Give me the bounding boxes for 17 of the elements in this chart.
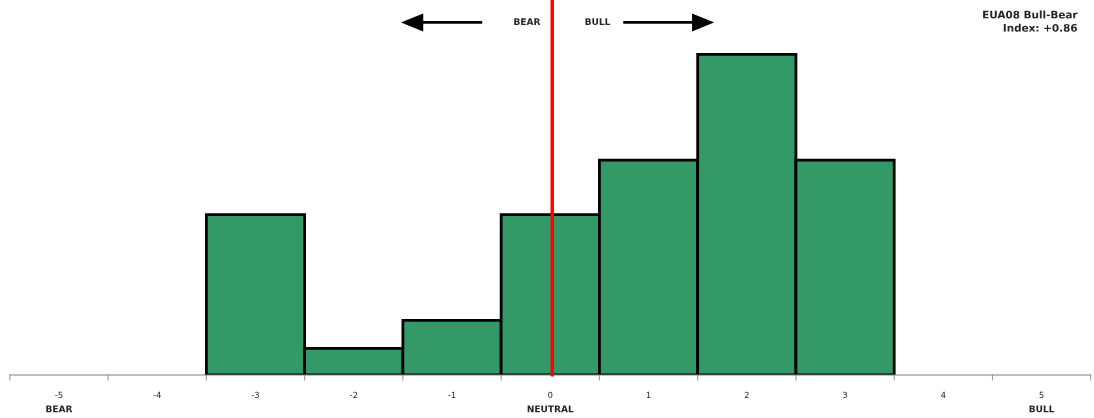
x-tick-label: -3 <box>251 391 259 399</box>
x-tick-label: 4 <box>941 391 946 398</box>
text: BEAR <box>514 18 541 25</box>
text: BULL <box>585 18 611 26</box>
x-tick-label: 1 <box>646 391 651 398</box>
x-tick-label: -4 <box>153 391 161 398</box>
x-tick-label: -1 <box>448 391 456 398</box>
x-tick-label: 3 <box>843 391 848 399</box>
text: BEAR <box>46 405 73 413</box>
text: BULL <box>1029 405 1055 413</box>
x-tick-label: 2 <box>744 391 749 398</box>
x-tick-label: 0 <box>548 391 553 399</box>
x-tick-label: 5 <box>1039 391 1044 399</box>
chart-title: EUA08 Bull-Bear Index: +0.86 <box>983 10 1078 32</box>
x-tick-label: -2 <box>350 391 358 398</box>
x-tick-label: -5 <box>55 391 63 399</box>
text: NEUTRAL <box>527 405 574 413</box>
